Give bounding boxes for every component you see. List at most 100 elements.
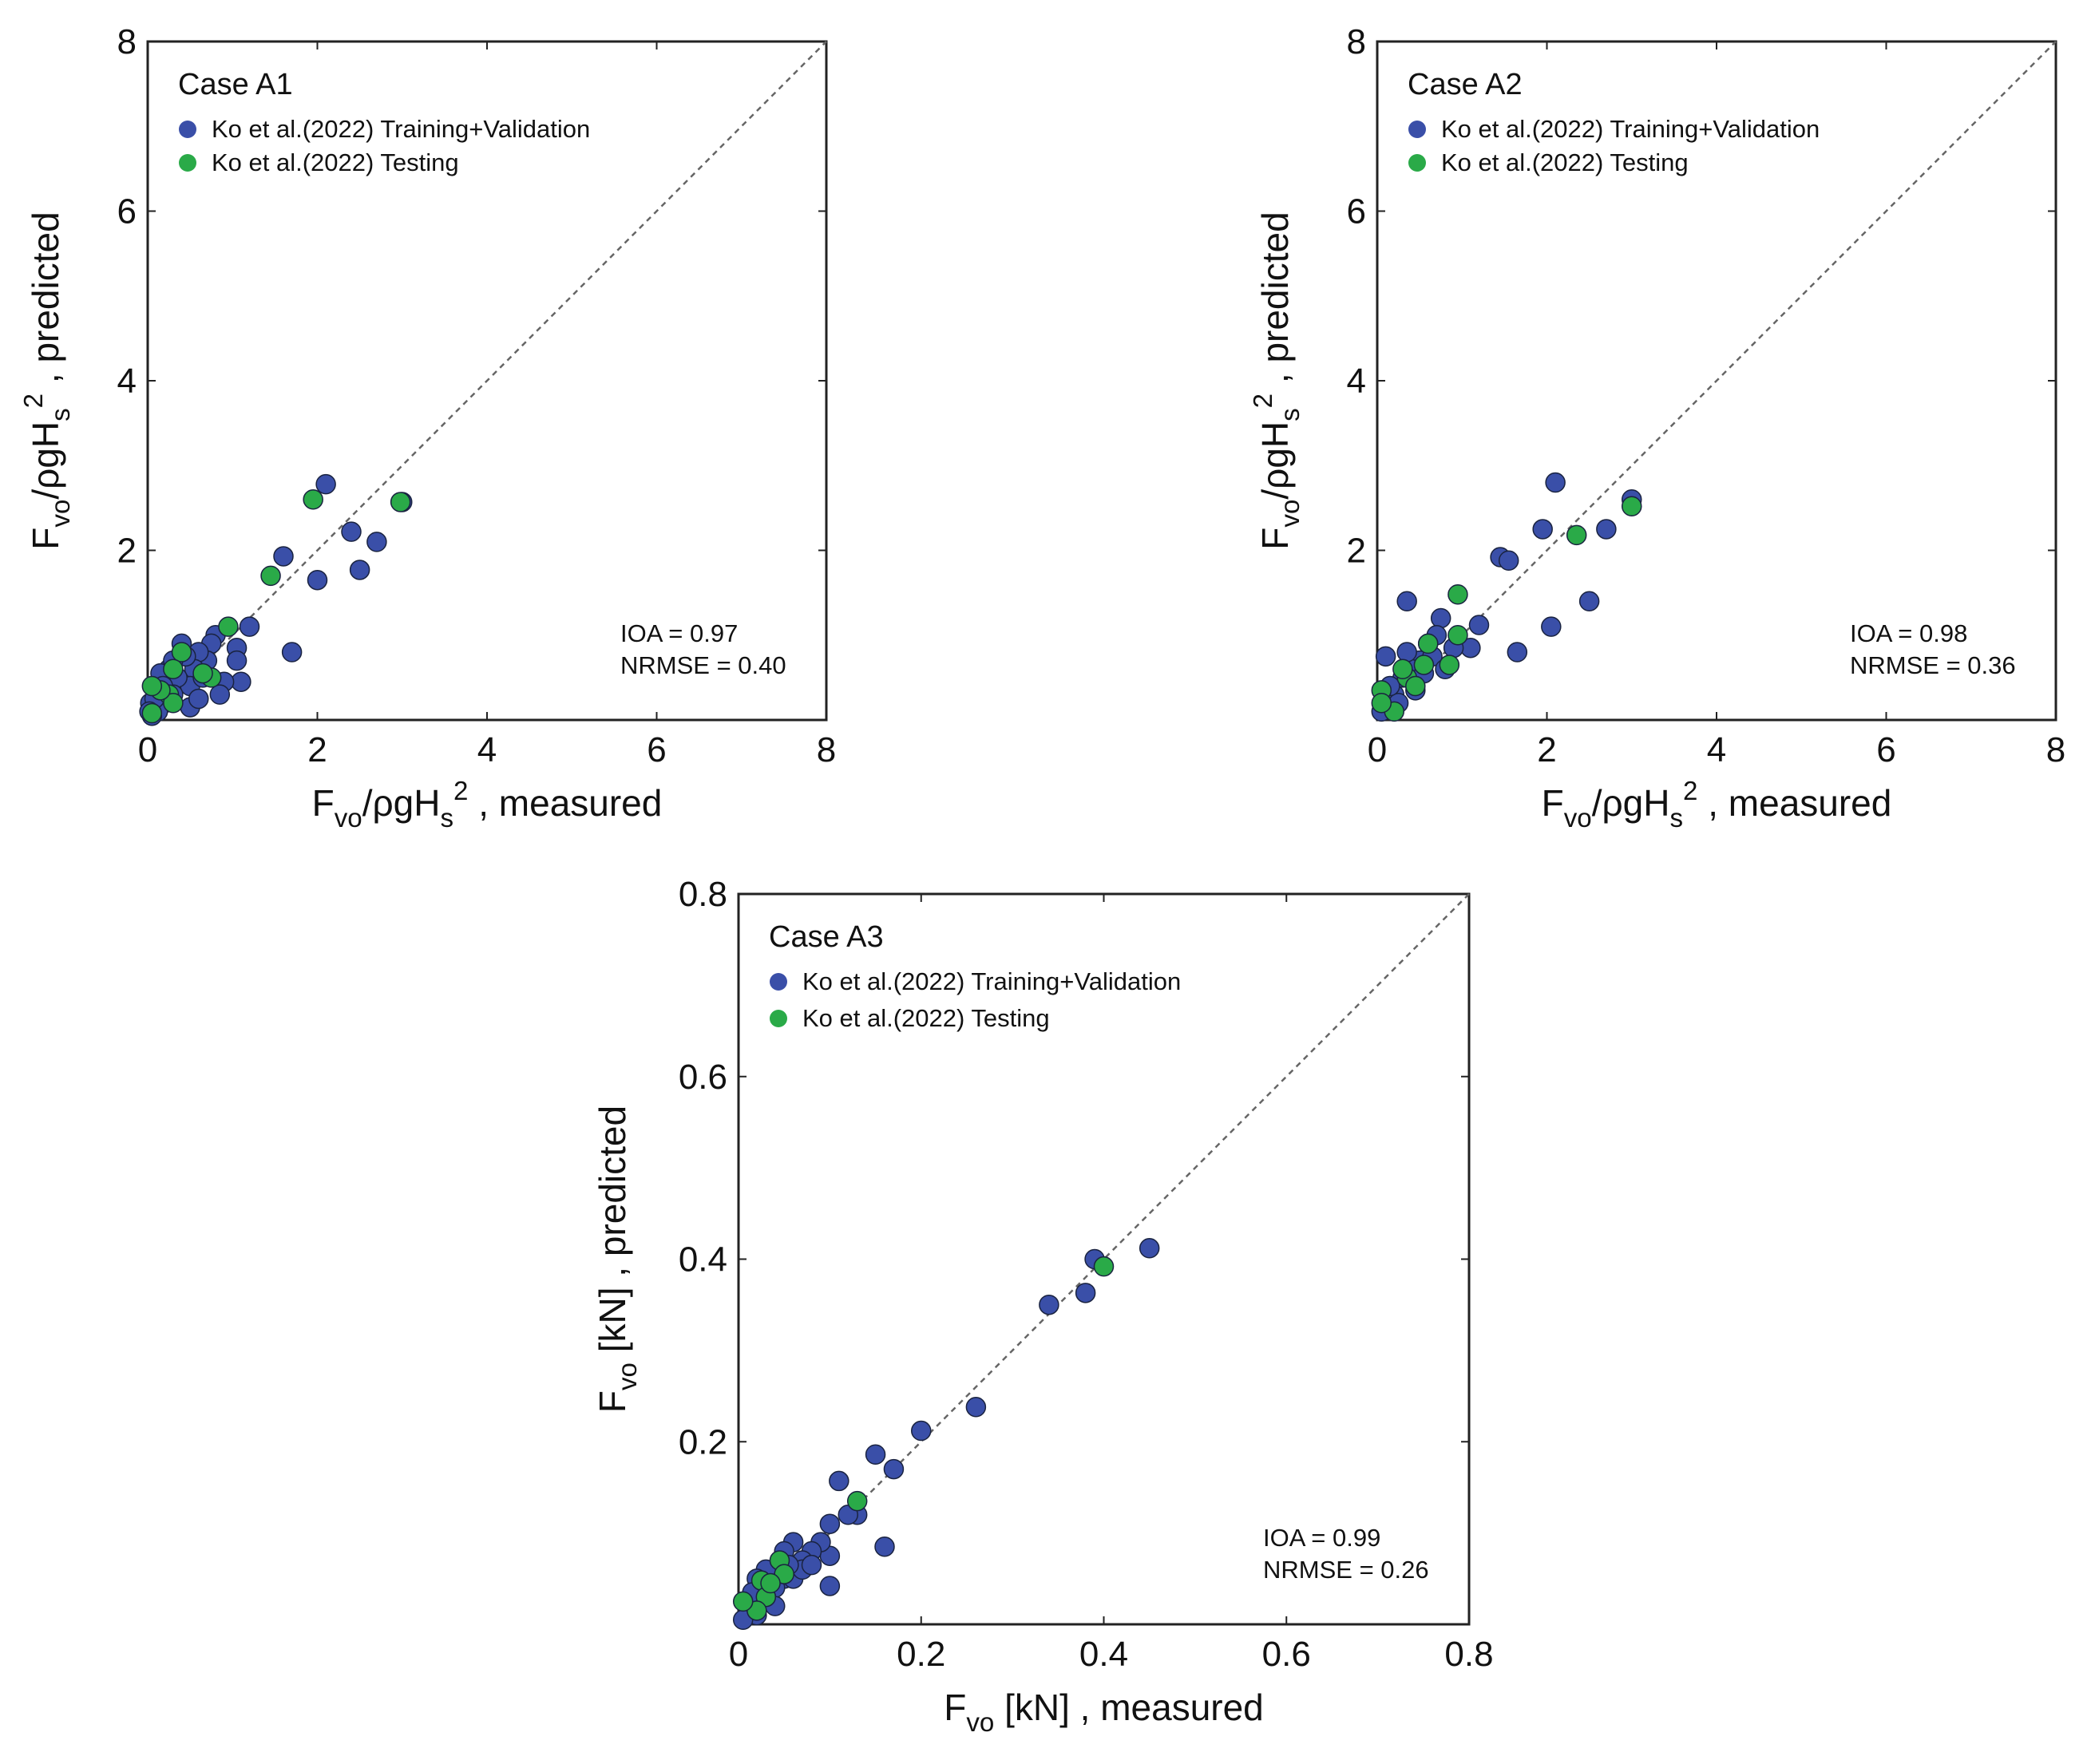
legend-label: Ko et al.(2022) Training+Validation <box>212 115 590 143</box>
x-tick-label: 6 <box>647 730 666 769</box>
testing-point <box>1447 584 1468 605</box>
x-tick-label: 8 <box>2046 730 2065 769</box>
legend-marker <box>770 973 787 991</box>
training-validation-point <box>341 521 362 542</box>
x-tick-label: 0 <box>1368 730 1387 769</box>
training-validation-point <box>911 1420 932 1442</box>
training-validation-point <box>1430 607 1451 629</box>
scatter-chart-2: 0 2 4 6 8 2 4 6 8 Case A2 Ko et al.(2022) Training… <box>1249 22 2065 833</box>
scatter-chart-1: 0 2 4 6 8 2 4 6 8 Case A1 Ko et al.(2022) Training… <box>19 22 836 833</box>
nrmse-stat: NRMSE = 0.40 <box>620 651 786 679</box>
y-tick-label: 2 <box>117 532 137 571</box>
x-tick-label: 4 <box>477 730 497 769</box>
training-validation-point <box>1596 519 1617 540</box>
testing-point <box>1405 675 1426 697</box>
testing-point <box>1622 496 1642 516</box>
x-tick-label: 2 <box>307 730 327 769</box>
y-tick-label: 8 <box>1347 22 1366 61</box>
training-validation-point <box>349 560 370 580</box>
training-validation-point <box>188 688 209 710</box>
y-tick-label: 2 <box>1347 532 1366 571</box>
training-validation-point <box>865 1444 886 1465</box>
testing-point <box>1566 524 1587 546</box>
y-tick-label: 0.8 <box>679 875 727 914</box>
training-validation-point <box>231 671 251 692</box>
training-validation-point <box>1468 615 1490 635</box>
training-validation-point <box>874 1537 895 1557</box>
training-validation-point <box>965 1397 987 1418</box>
x-tick-label: 2 <box>1537 730 1556 769</box>
chart-panel-a3: 0 0.2 0.4 0.6 0.8 0.2 0.4 0.6 0.8 Case A3 Ko et al… <box>591 862 1533 1764</box>
case-title: Case A3 <box>769 920 884 954</box>
testing-point <box>171 642 192 662</box>
training-validation-point <box>819 1513 841 1534</box>
training-validation-point <box>1507 642 1528 662</box>
training-validation-point <box>1396 591 1417 611</box>
legend-marker <box>1408 121 1426 138</box>
training-validation-point <box>307 569 328 591</box>
training-validation-point <box>1039 1294 1059 1315</box>
testing-point <box>1093 1256 1115 1277</box>
legend-label: Ko et al.(2022) Testing <box>802 1004 1050 1032</box>
x-tick-label: 8 <box>817 730 836 769</box>
testing-point <box>260 565 281 587</box>
scatter-chart-3: 0 0.2 0.4 0.6 0.8 0.2 0.4 0.6 0.8 Case A3 Ko et al… <box>592 875 1494 1738</box>
testing-point <box>846 1490 868 1512</box>
testing-point <box>1439 655 1460 675</box>
y-tick-label: 6 <box>117 192 137 231</box>
y-tick-label: 4 <box>1347 362 1366 401</box>
y-axis-label: Fvo [kN] , predicted <box>592 1105 643 1413</box>
legend-marker <box>179 121 196 138</box>
training-validation-point <box>209 684 231 705</box>
y-tick-label: 0.6 <box>679 1058 727 1097</box>
x-axis-label: Fvo/ρgHs2 , measured <box>1542 777 1892 833</box>
chart-panel-a1: 0 2 4 6 8 2 4 6 8 Case A1 Ko et al.(2022) Training… <box>0 0 878 862</box>
legend-label: Ko et al.(2022) Testing <box>1441 148 1689 176</box>
y-tick-label: 4 <box>117 362 137 401</box>
training-validation-point <box>315 473 336 495</box>
testing-point <box>192 662 213 684</box>
x-axis-label: Fvo [kN] , measured <box>944 1687 1264 1738</box>
ioa-stat: IOA = 0.97 <box>620 619 738 647</box>
training-validation-point <box>1075 1283 1096 1303</box>
testing-point <box>1418 633 1439 655</box>
x-tick-label: 4 <box>1707 730 1726 769</box>
reference-line <box>147 41 827 721</box>
nrmse-stat: NRMSE = 0.36 <box>1850 651 2016 679</box>
training-validation-point <box>829 1470 849 1492</box>
testing-point <box>732 1591 754 1612</box>
training-validation-point <box>273 546 294 567</box>
testing-point <box>163 659 184 679</box>
training-validation-point <box>1578 591 1600 611</box>
testing-point <box>141 675 163 697</box>
ioa-stat: IOA = 0.99 <box>1263 1524 1380 1552</box>
testing-point <box>141 702 163 724</box>
x-tick-label: 0.4 <box>1079 1635 1128 1674</box>
training-validation-point <box>1396 642 1417 662</box>
training-validation-point <box>1139 1238 1160 1259</box>
reference-line <box>1376 41 2057 721</box>
y-tick-label: 6 <box>1347 192 1366 231</box>
y-tick-label: 0.2 <box>679 1422 727 1461</box>
case-title: Case A1 <box>178 68 293 101</box>
x-tick-label: 0.2 <box>897 1635 945 1674</box>
training-validation-point <box>226 650 248 671</box>
training-validation-point <box>366 532 387 552</box>
legend-marker <box>179 154 196 172</box>
y-axis-label: Fvo/ρgHs2 , predicted <box>19 212 76 549</box>
training-validation-point <box>1375 646 1396 667</box>
training-validation-point <box>281 642 303 662</box>
training-validation-point <box>819 1576 841 1596</box>
training-validation-point <box>1498 550 1519 571</box>
testing-point <box>303 489 323 510</box>
x-tick-label: 0 <box>138 730 157 769</box>
case-title: Case A2 <box>1408 68 1523 101</box>
legend-label: Ko et al.(2022) Training+Validation <box>1441 115 1820 143</box>
testing-point <box>760 1572 781 1594</box>
testing-point <box>163 693 184 714</box>
y-tick-label: 0.4 <box>679 1240 727 1279</box>
ioa-stat: IOA = 0.98 <box>1850 619 1967 647</box>
x-tick-label: 0.6 <box>1262 1635 1311 1674</box>
x-tick-label: 6 <box>1876 730 1895 769</box>
training-validation-point <box>883 1458 905 1480</box>
